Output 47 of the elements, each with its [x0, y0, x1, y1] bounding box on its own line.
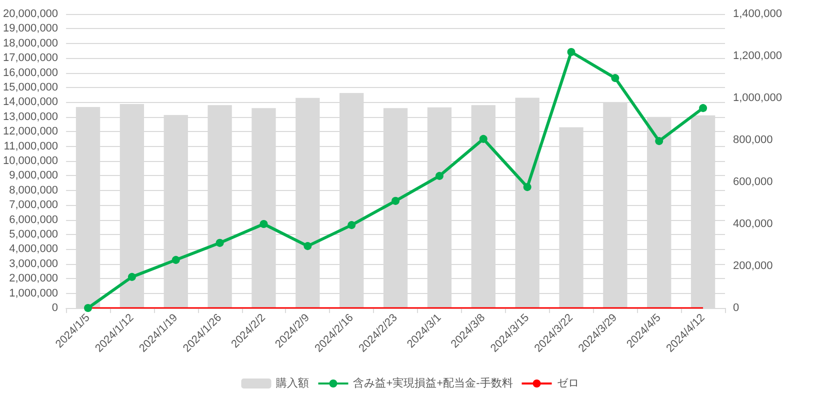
point — [128, 272, 136, 281]
y-tick-label: 7,000,000 — [9, 199, 58, 212]
y2-tick-label: 1,200,000 — [733, 50, 782, 62]
y-tick-label: 16,000,000 — [2, 66, 58, 79]
point — [216, 238, 224, 247]
y2-tick-label: 800,000 — [733, 134, 773, 146]
point — [699, 104, 708, 112]
point — [304, 242, 312, 250]
y-tick-label: 0 — [52, 302, 58, 314]
y-tick-label: 20,000,000 — [2, 8, 58, 20]
y2-tick-label: 400,000 — [733, 218, 773, 230]
y-tick-label: 13,000,000 — [2, 110, 58, 123]
y2-tick-label: 200,000 — [733, 260, 773, 272]
y2-tick-label: 600,000 — [733, 176, 773, 188]
legend-label: 含み益+実現損益+配当金-手数料 — [353, 376, 513, 390]
y-tick-label: 19,000,000 — [2, 22, 58, 35]
point — [479, 134, 488, 143]
y-tick-label: 10,000,000 — [2, 155, 58, 167]
point — [523, 183, 532, 192]
legend-label: ゼロ — [556, 378, 579, 390]
y-tick-label: 15,000,000 — [2, 82, 58, 94]
point — [392, 196, 400, 205]
y-tick-label: 8,000,000 — [9, 184, 58, 196]
point — [611, 74, 620, 82]
point — [567, 48, 576, 56]
legend-label: 購入額 — [276, 376, 310, 390]
point — [348, 221, 356, 230]
point — [84, 304, 92, 312]
y-tick-label: 2,000,000 — [9, 272, 58, 285]
point — [655, 137, 664, 146]
y-tick-label: 4,000,000 — [9, 243, 58, 256]
y2-tick-label: 1,000,000 — [733, 92, 782, 104]
y-tick-label: 14,000,000 — [2, 96, 58, 108]
point — [260, 220, 268, 228]
y-tick-label: 1,000,000 — [9, 287, 58, 300]
y-tick-label: 6,000,000 — [9, 214, 58, 226]
y-tick-label: 17,000,000 — [2, 52, 58, 64]
y-tick-label: 3,000,000 — [9, 258, 58, 270]
y2-tick-label: 1,400,000 — [733, 8, 782, 20]
y-tick-label: 5,000,000 — [9, 228, 58, 240]
y2-tick-label: 0 — [733, 302, 740, 314]
y-tick-label: 9,000,000 — [9, 170, 58, 182]
y-tick-label: 18,000,000 — [2, 37, 58, 50]
point — [172, 256, 180, 264]
point — [435, 172, 444, 180]
y-tick-label: 11,000,000 — [4, 140, 58, 152]
y-tick-label: 12,000,000 — [2, 126, 58, 138]
